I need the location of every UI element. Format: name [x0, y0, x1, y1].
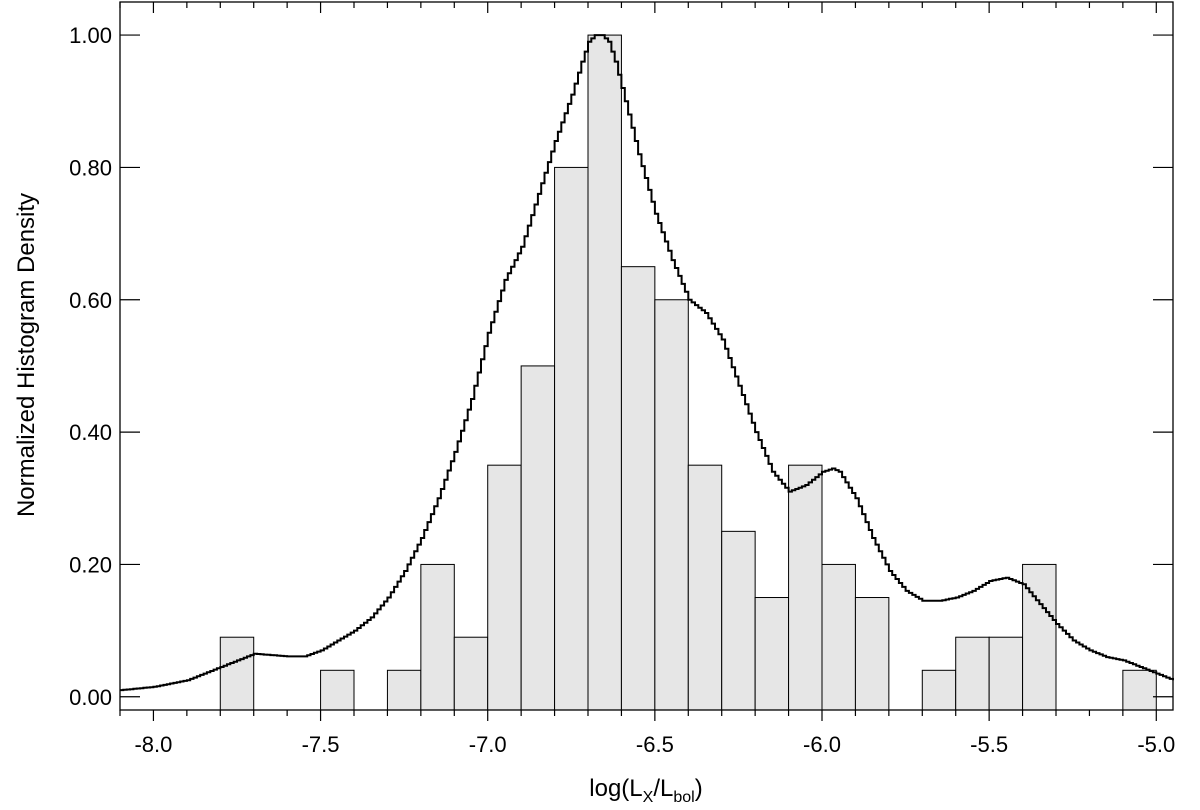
histogram-bars — [219, 34, 1157, 711]
x-tick-label: -5.5 — [970, 732, 1008, 757]
histogram-bar — [654, 299, 689, 711]
histogram-bar — [721, 530, 756, 711]
axis-ticks — [119, 2, 1173, 721]
y-tick-label: 1.00 — [69, 23, 112, 48]
y-tick-label: 0.80 — [69, 155, 112, 180]
y-tick-label: 0.00 — [69, 685, 112, 710]
histogram-bar — [687, 464, 723, 711]
x-axis-label: log(LX/Lbol) — [589, 775, 702, 806]
x-tick-label: -6.5 — [636, 732, 674, 757]
histogram-bar — [320, 669, 355, 711]
histogram-bar — [487, 464, 522, 711]
histogram-bar — [788, 464, 823, 711]
histogram-bar — [453, 636, 489, 711]
histogram-bar — [620, 266, 656, 711]
y-tick-label: 0.60 — [69, 288, 112, 313]
x-tick-label: -7.5 — [302, 732, 340, 757]
y-tick-labels: 0.00 0.20 0.40 0.60 0.80 1.00 — [69, 23, 112, 710]
histogram-bar — [955, 636, 990, 711]
histogram-bar — [554, 166, 589, 711]
histogram-bar — [754, 597, 790, 711]
density-curve — [120, 34, 1174, 692]
histogram-bar — [520, 365, 556, 711]
x-tick-label: -6.0 — [803, 732, 841, 757]
x-tick-label: -7.0 — [469, 732, 507, 757]
y-axis-label: Normalized Histogram Density — [13, 193, 40, 517]
histogram-bar — [587, 34, 622, 711]
histogram-bar — [821, 563, 856, 711]
histogram-bar — [219, 636, 255, 711]
histogram-bar — [1022, 563, 1057, 711]
histogram-bar — [386, 669, 422, 711]
histogram-bar — [1122, 669, 1157, 711]
y-tick-label: 0.20 — [69, 552, 112, 577]
x-tick-label: -5.0 — [1137, 732, 1175, 757]
histogram-bar — [854, 597, 890, 711]
x-tick-labels: -8.0 -7.5 -7.0 -6.5 -6.0 -5.5 -5.0 — [134, 732, 1175, 757]
histogram-bar — [988, 636, 1024, 711]
x-tick-label: -8.0 — [134, 732, 172, 757]
histogram-bar — [921, 669, 957, 711]
plot-frame — [119, 1, 1174, 711]
histogram-bar — [420, 563, 455, 711]
y-tick-label: 0.40 — [69, 420, 112, 445]
